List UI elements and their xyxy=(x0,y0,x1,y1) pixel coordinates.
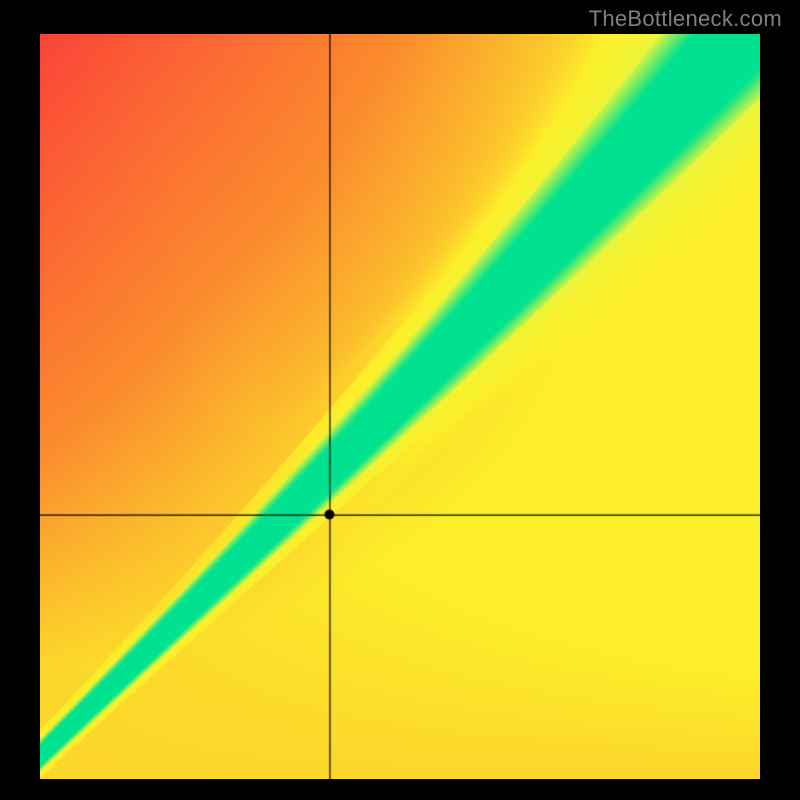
watermark-text: TheBottleneck.com xyxy=(589,6,782,32)
crosshair-overlay xyxy=(40,34,760,779)
